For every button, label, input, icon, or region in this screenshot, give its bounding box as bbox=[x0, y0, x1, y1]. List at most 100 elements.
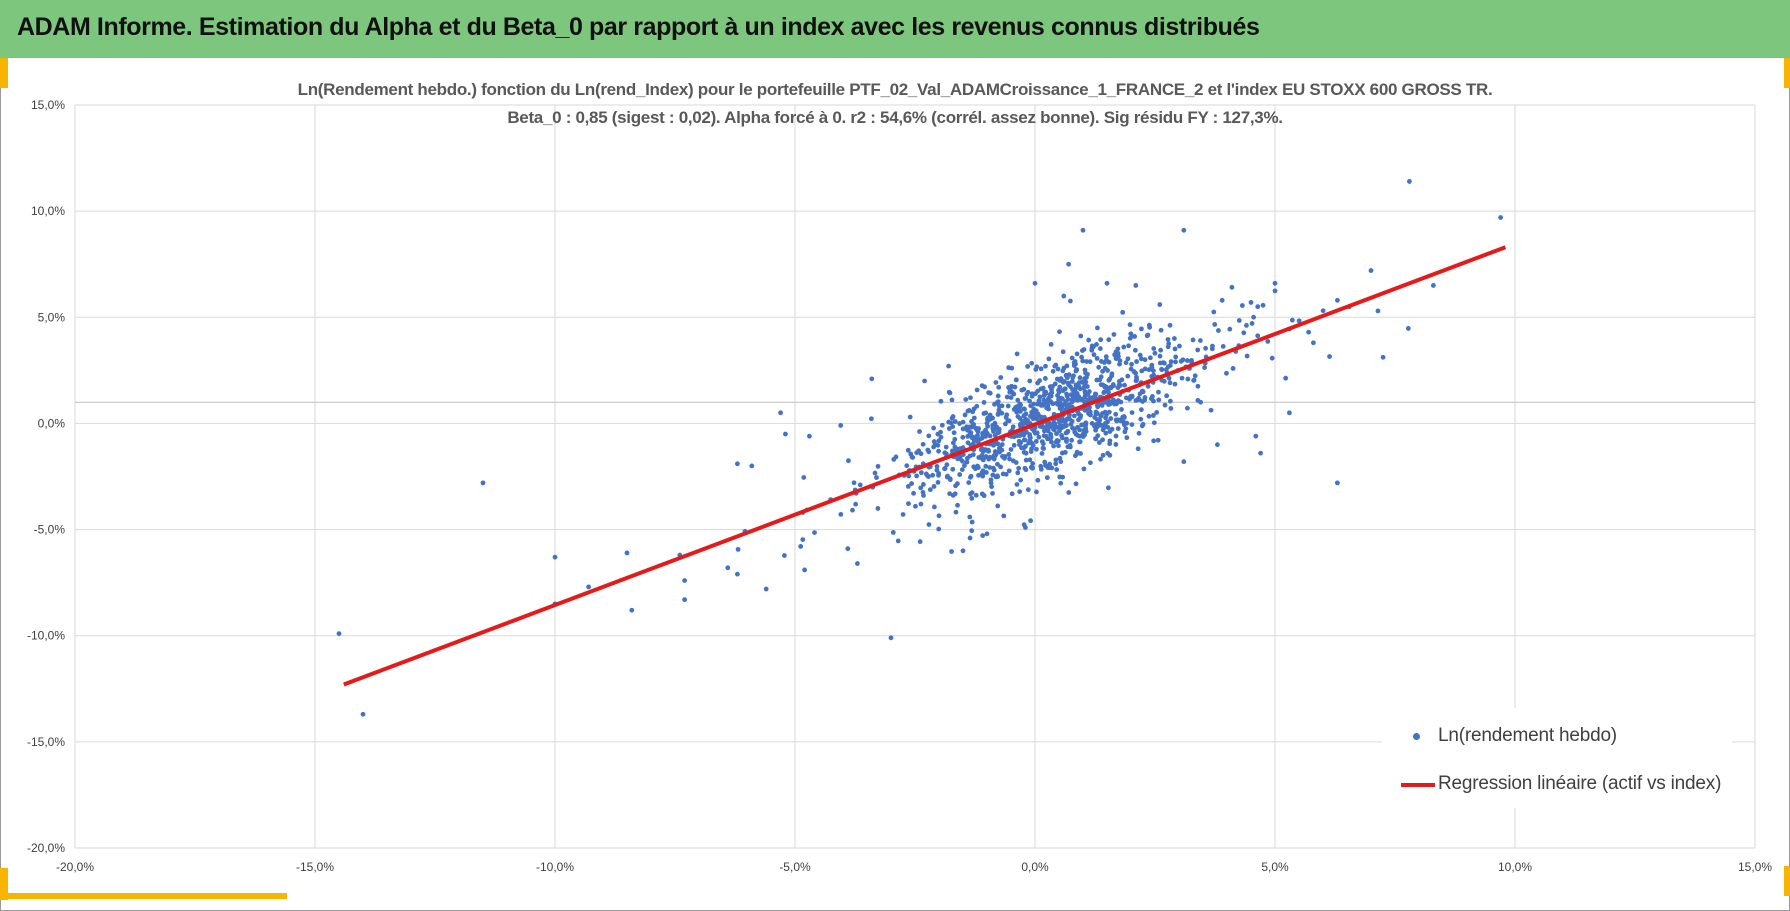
scatter-point bbox=[962, 412, 968, 418]
scatter-point bbox=[921, 493, 926, 498]
scatter-point bbox=[1253, 433, 1259, 439]
scatter-point bbox=[1083, 379, 1089, 385]
scatter-point bbox=[1079, 348, 1085, 353]
scatter-point bbox=[1004, 412, 1010, 418]
scatter-point bbox=[1119, 407, 1124, 412]
scatter-point bbox=[888, 635, 894, 641]
scatter-point bbox=[1017, 423, 1023, 428]
scatter-point bbox=[952, 491, 958, 497]
scatter-point bbox=[1109, 373, 1115, 379]
scatter-point bbox=[1197, 338, 1203, 343]
scatter-point bbox=[1224, 370, 1229, 376]
scatter-point bbox=[984, 430, 990, 436]
scatter-point bbox=[1084, 375, 1089, 380]
scatter-point bbox=[904, 463, 910, 469]
scatter-point bbox=[944, 462, 950, 468]
scatter-point bbox=[725, 565, 731, 571]
scatter-point bbox=[1248, 300, 1254, 305]
scatter-point bbox=[931, 425, 937, 431]
scatter-point bbox=[1296, 318, 1302, 324]
scatter-point bbox=[1017, 433, 1023, 438]
scatter-point bbox=[980, 433, 986, 439]
scatter-point bbox=[1116, 379, 1122, 384]
scatter-point bbox=[1095, 433, 1101, 439]
scatter-point bbox=[838, 423, 844, 428]
scatter-point bbox=[1152, 350, 1158, 356]
scatter-point bbox=[1038, 466, 1044, 472]
scatter-point bbox=[1041, 428, 1047, 434]
scatter-point bbox=[1241, 330, 1247, 336]
scatter-point bbox=[1009, 389, 1015, 395]
scatter-point bbox=[1030, 465, 1035, 471]
scatter-point bbox=[1113, 411, 1119, 417]
scatter-point bbox=[1113, 433, 1119, 439]
scatter-point bbox=[1005, 403, 1011, 409]
scatter-point bbox=[1049, 465, 1055, 471]
scatter-point bbox=[959, 467, 965, 473]
scatter-point bbox=[1009, 365, 1015, 371]
scatter-point bbox=[1164, 393, 1170, 399]
scatter-point bbox=[1059, 396, 1065, 402]
scatter-point bbox=[1018, 440, 1024, 445]
scatter-point bbox=[1113, 349, 1119, 355]
scatter-point bbox=[968, 395, 973, 401]
scatter-point bbox=[1040, 441, 1046, 447]
scatter-point bbox=[1179, 375, 1185, 381]
scatter-point bbox=[1181, 227, 1187, 233]
scatter-point bbox=[1172, 346, 1178, 352]
scatter-point bbox=[1081, 466, 1087, 472]
scatter-point bbox=[1100, 452, 1106, 458]
scatter-point bbox=[552, 554, 558, 560]
scatter-point bbox=[1076, 411, 1081, 417]
scatter-point bbox=[1093, 427, 1099, 433]
scatter-point bbox=[983, 470, 989, 475]
scatter-point bbox=[1165, 344, 1171, 350]
scatter-point bbox=[1080, 358, 1086, 364]
scatter-point bbox=[990, 490, 995, 496]
scatter-point bbox=[1029, 446, 1034, 452]
scatter-point bbox=[1165, 337, 1171, 342]
scatter-point bbox=[1050, 368, 1056, 374]
scatter-point bbox=[923, 471, 929, 477]
accent-bottom-left-h bbox=[0, 893, 287, 899]
scatter-point bbox=[869, 376, 875, 382]
scatter-point bbox=[1133, 283, 1139, 288]
scatter-point bbox=[1003, 421, 1008, 427]
scatter-point bbox=[1190, 337, 1196, 343]
scatter-point bbox=[1157, 360, 1163, 366]
scatter-point bbox=[1042, 376, 1048, 381]
scatter-point bbox=[1044, 475, 1050, 481]
scatter-point bbox=[995, 461, 1000, 467]
scatter-point bbox=[1185, 376, 1191, 382]
scatter-point bbox=[850, 507, 855, 513]
scatter-point bbox=[1017, 489, 1023, 495]
scatter-point bbox=[1227, 326, 1233, 332]
scatter-point bbox=[1037, 378, 1042, 384]
scatter-point bbox=[1093, 409, 1099, 415]
legend-scatter-label: Ln(rendement hebdo) bbox=[1438, 725, 1617, 746]
scatter-point bbox=[947, 491, 953, 497]
scatter-point bbox=[1015, 405, 1021, 411]
scatter-point bbox=[930, 472, 936, 478]
scatter-point bbox=[998, 375, 1004, 380]
scatter-point bbox=[1077, 427, 1082, 433]
scatter-point bbox=[987, 390, 993, 396]
scatter-point bbox=[995, 503, 1001, 509]
scatter-point bbox=[1121, 344, 1127, 350]
scatter-point bbox=[1089, 345, 1095, 351]
scatter-point bbox=[1027, 398, 1033, 404]
scatter-point bbox=[973, 492, 979, 498]
scatter-point bbox=[1114, 418, 1120, 424]
scatter-point bbox=[895, 538, 901, 544]
scatter-point bbox=[1147, 355, 1153, 361]
scatter-point bbox=[993, 380, 999, 385]
scatter-point bbox=[1075, 397, 1081, 403]
scatter-point bbox=[336, 631, 342, 636]
scatter-point bbox=[1073, 386, 1078, 391]
scatter-point bbox=[989, 484, 994, 490]
scatter-point bbox=[1230, 366, 1236, 371]
scatter-point bbox=[967, 424, 972, 430]
scatter-point bbox=[1168, 406, 1174, 411]
scatter-point bbox=[914, 473, 920, 479]
scatter-point bbox=[1059, 404, 1065, 410]
